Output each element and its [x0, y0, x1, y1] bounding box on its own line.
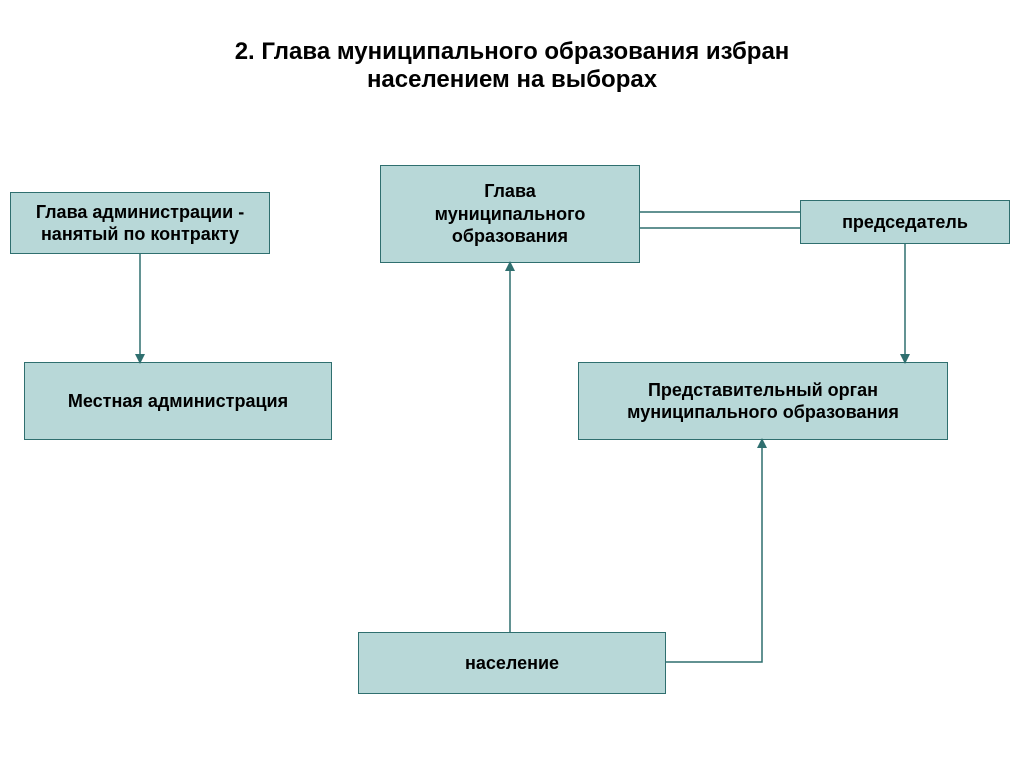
- node-head-muni: Глава муниципального образования: [380, 165, 640, 263]
- node-label: население: [465, 652, 559, 675]
- node-label: Представительный орган муниципального об…: [627, 379, 899, 424]
- slide-title: 2. Глава муниципального образования избр…: [0, 38, 1024, 94]
- node-population: население: [358, 632, 666, 694]
- node-label: Глава администрации - нанятый по контрак…: [36, 201, 244, 246]
- node-label: Местная администрация: [68, 390, 288, 413]
- node-label: председатель: [842, 211, 968, 234]
- node-admin-head: Глава администрации - нанятый по контрак…: [10, 192, 270, 254]
- node-label: Глава муниципального образования: [435, 180, 586, 248]
- node-rep-body: Представительный орган муниципального об…: [578, 362, 948, 440]
- node-chairman: председатель: [800, 200, 1010, 244]
- node-local-admin: Местная администрация: [24, 362, 332, 440]
